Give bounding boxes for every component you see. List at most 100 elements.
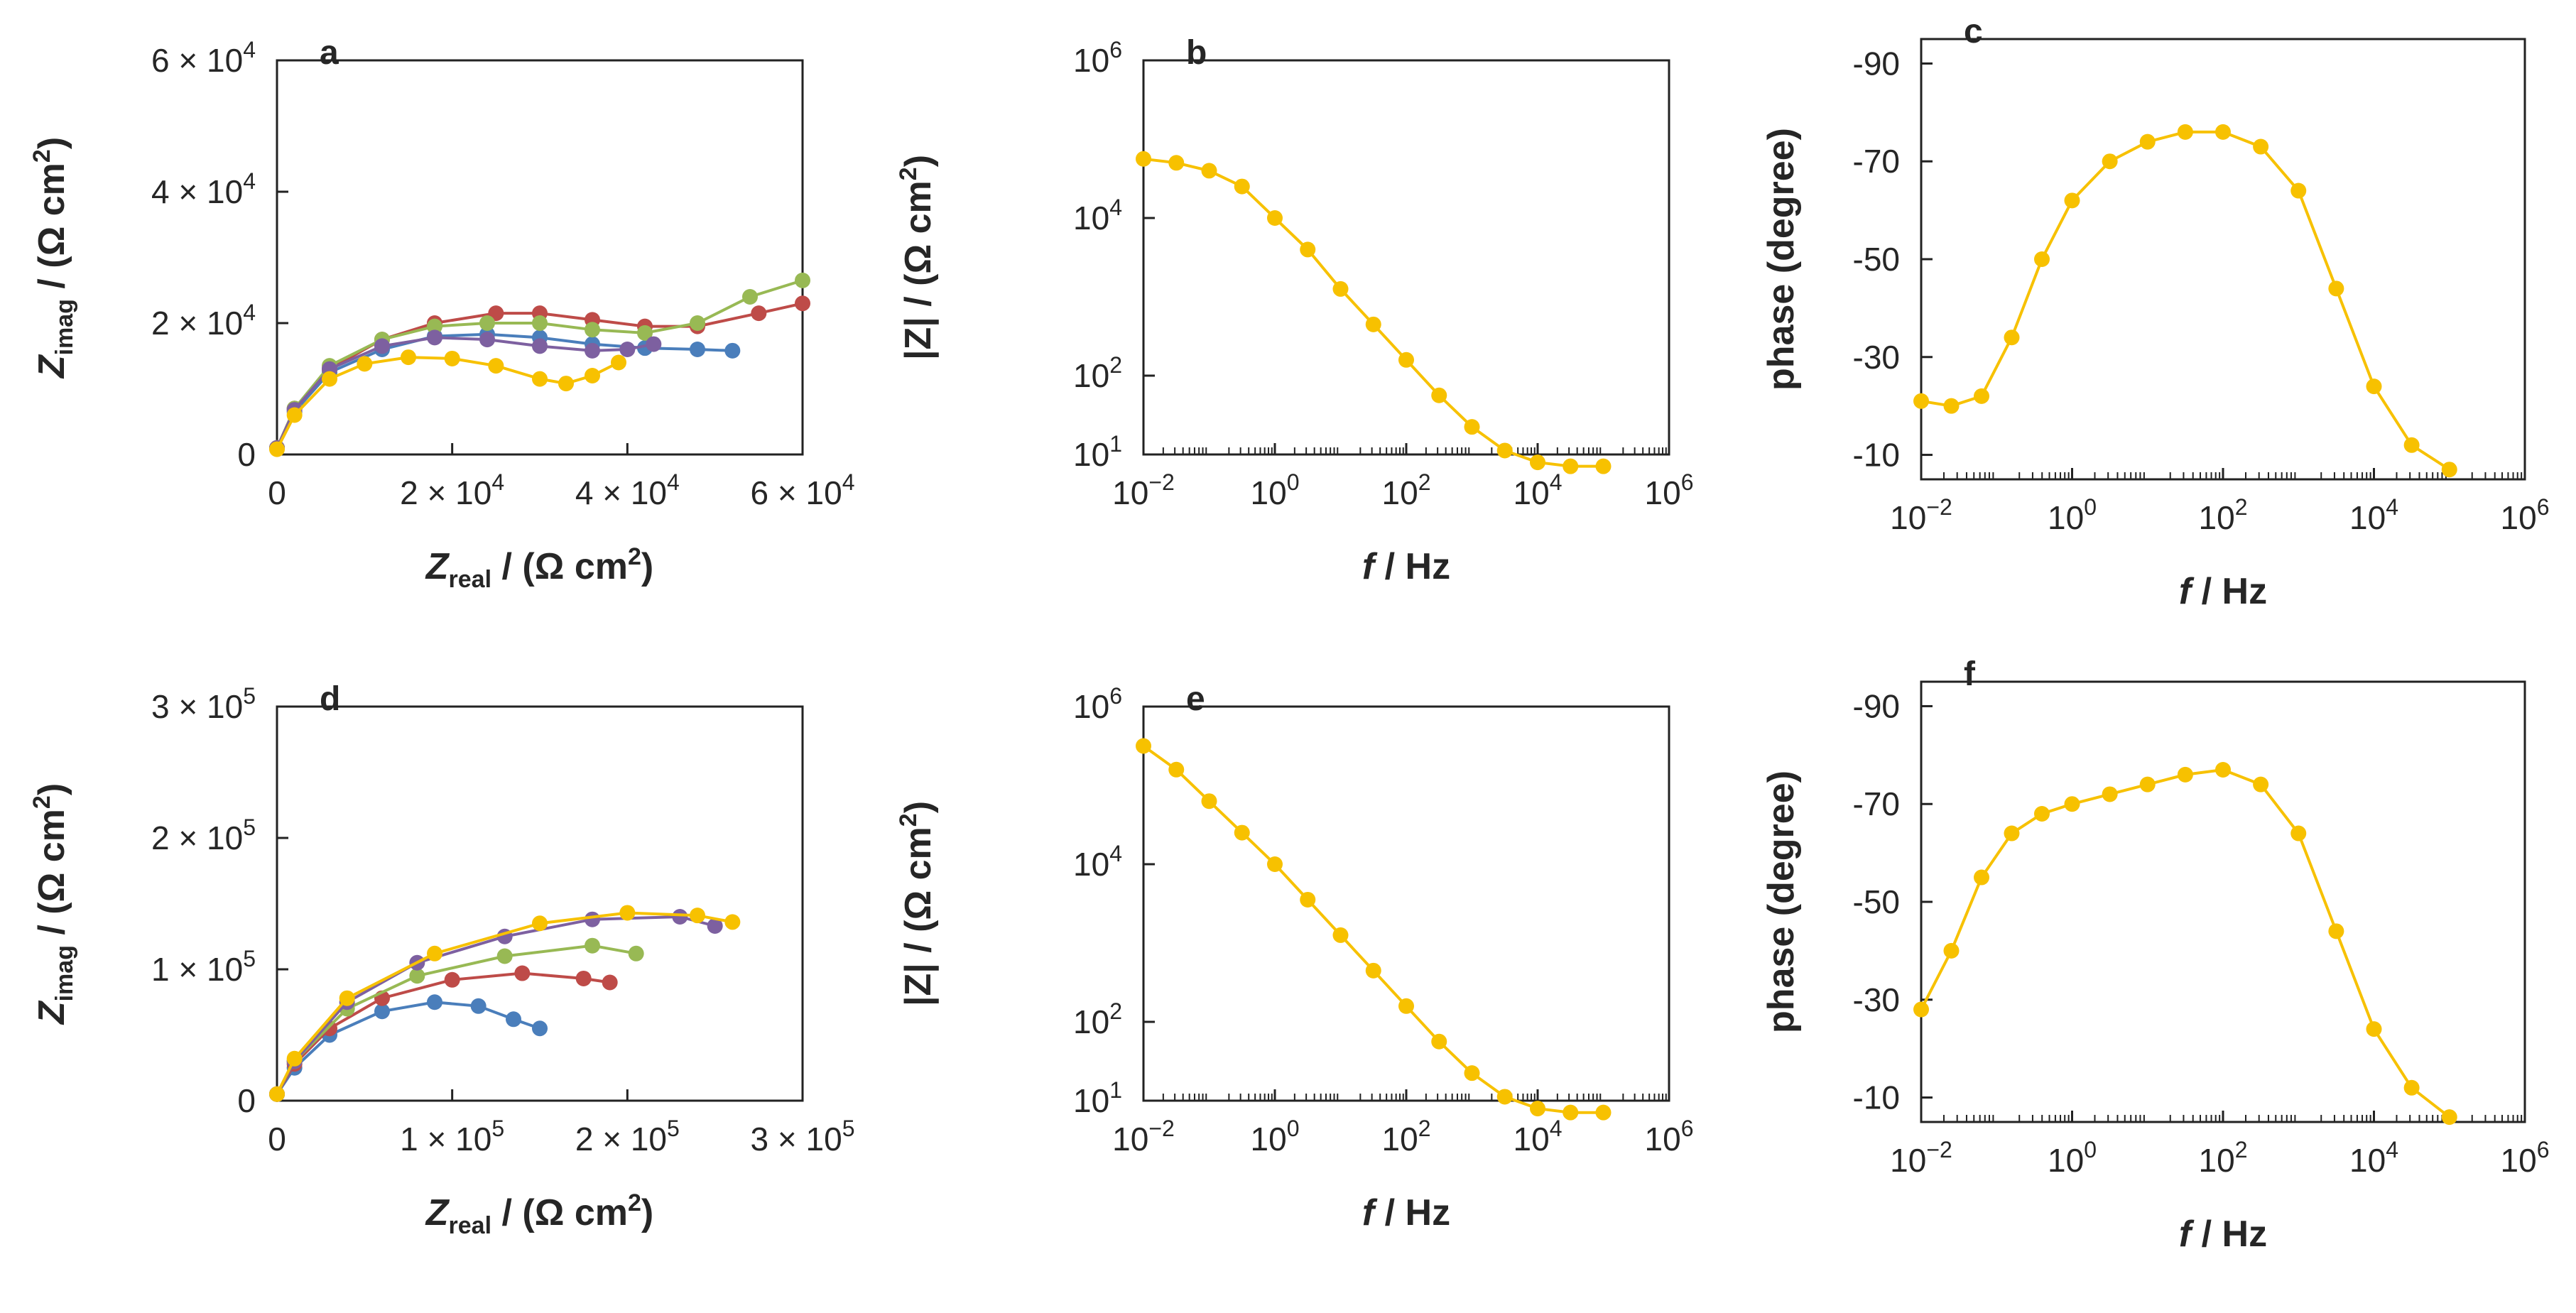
series-line bbox=[276, 1001, 540, 1095]
series-yellow bbox=[269, 349, 626, 457]
data-point bbox=[795, 272, 810, 288]
data-point bbox=[2139, 776, 2156, 792]
x-tick-label: 6 × 104 bbox=[751, 469, 855, 511]
y-tick-text: 10 bbox=[1073, 436, 1109, 473]
y-tick-text: 3 × 10 bbox=[151, 688, 243, 725]
y-tick-label: 101 bbox=[1073, 1077, 1122, 1119]
data-point bbox=[611, 354, 626, 371]
y-tick-text: 1 × 10 bbox=[151, 951, 243, 988]
y-tick-exp: 2 bbox=[1109, 352, 1122, 378]
data-point bbox=[1913, 1001, 1929, 1018]
series-line bbox=[276, 915, 716, 1095]
x-tick-text: 10 bbox=[1382, 1121, 1418, 1157]
data-point bbox=[690, 315, 705, 331]
y-tick-label: 0 bbox=[237, 436, 256, 473]
data-point bbox=[2328, 923, 2344, 939]
data-point bbox=[2139, 134, 2156, 150]
y-tick-label: -50 bbox=[1853, 883, 1900, 920]
y-tick-label: 0 bbox=[237, 1082, 256, 1119]
y-tick-label: 106 bbox=[1073, 37, 1122, 79]
x-tick-text: 2 × 10 bbox=[400, 474, 491, 511]
x-tick-label: 104 bbox=[1513, 1116, 1563, 1157]
data-point bbox=[1300, 891, 1316, 908]
data-point bbox=[2290, 825, 2307, 841]
x-tick-label: 100 bbox=[1251, 1116, 1300, 1157]
y-tick-text: 2 × 10 bbox=[151, 819, 243, 856]
x-tick-exp: 4 bbox=[1550, 1116, 1563, 1141]
data-point bbox=[585, 911, 600, 927]
data-point bbox=[1974, 869, 1989, 886]
data-point bbox=[1595, 458, 1612, 474]
data-point bbox=[2064, 192, 2080, 209]
x-tick-text: 6 × 10 bbox=[751, 474, 842, 511]
y-tick-label: 2 × 105 bbox=[151, 815, 256, 856]
y-tick-label: -70 bbox=[1853, 785, 1900, 822]
data-point bbox=[2177, 766, 2193, 783]
x-axis-label: f / Hz bbox=[1362, 1192, 1450, 1233]
y-tick-label: -90 bbox=[1853, 687, 1900, 724]
y-tick-label: -10 bbox=[1853, 1079, 1900, 1116]
data-point bbox=[444, 971, 460, 988]
x-tick-exp: 6 bbox=[1681, 1116, 1694, 1141]
x-tick-exp: 0 bbox=[2084, 494, 2097, 520]
x-tick-label: 106 bbox=[1645, 469, 1694, 511]
data-point bbox=[286, 407, 303, 423]
data-point bbox=[496, 948, 513, 964]
data-point bbox=[585, 322, 600, 338]
data-point bbox=[286, 1050, 303, 1067]
x-tick-label: 10−2 bbox=[1890, 494, 1952, 536]
x-tick-text: 10 bbox=[1251, 474, 1287, 511]
y-tick-label: 101 bbox=[1073, 431, 1122, 473]
data-point bbox=[724, 914, 741, 930]
data-point bbox=[506, 1011, 521, 1028]
data-point bbox=[795, 295, 810, 312]
data-point bbox=[602, 974, 618, 991]
x-tick-text: 10 bbox=[1645, 474, 1681, 511]
y-tick-text: -10 bbox=[1853, 1079, 1900, 1116]
data-point bbox=[374, 1003, 390, 1020]
x-tick-text: 10 bbox=[2048, 1142, 2084, 1179]
data-point bbox=[1332, 927, 1349, 943]
data-point bbox=[1365, 316, 1381, 332]
data-point bbox=[1300, 241, 1316, 258]
y-tick-label: 102 bbox=[1073, 998, 1122, 1040]
series-line bbox=[276, 911, 733, 1095]
y-tick-label: 104 bbox=[1073, 841, 1122, 883]
plot-frame-f bbox=[1920, 680, 2526, 1123]
data-point bbox=[1431, 387, 1447, 403]
x-axis-label: f / Hz bbox=[2179, 1214, 2267, 1255]
x-tick-text: 10 bbox=[1251, 1121, 1287, 1157]
data-point bbox=[1332, 280, 1349, 297]
y-tick-label: -90 bbox=[1853, 45, 1900, 82]
y-tick-label: 6 × 104 bbox=[151, 37, 256, 79]
y-axis-label: phase (degree) bbox=[1761, 770, 1802, 1033]
x-tick-text: 10 bbox=[2349, 499, 2386, 536]
y-axis-label: Zimag / (Ω cm2) bbox=[28, 783, 78, 1025]
series-yellow bbox=[269, 905, 741, 1102]
data-point bbox=[2366, 1021, 2382, 1037]
data-point bbox=[409, 968, 425, 984]
series-line bbox=[276, 332, 733, 449]
x-tick-text: 2 × 10 bbox=[575, 1121, 667, 1157]
x-axis-label: f / Hz bbox=[1362, 546, 1450, 587]
y-tick-label: 104 bbox=[1073, 195, 1122, 236]
x-tick-label: 2 × 104 bbox=[400, 469, 504, 511]
data-point bbox=[1563, 1104, 1579, 1121]
series-blue bbox=[269, 326, 741, 456]
data-point bbox=[2366, 378, 2382, 395]
data-point bbox=[444, 350, 460, 366]
x-tick-text: 10 bbox=[1890, 499, 1926, 536]
data-point bbox=[2215, 762, 2231, 778]
x-tick-exp: 5 bbox=[667, 1116, 680, 1141]
data-point bbox=[2441, 462, 2457, 478]
y-tick-label: -50 bbox=[1853, 241, 1900, 278]
x-tick-exp: 0 bbox=[1287, 469, 1300, 495]
y-tick-exp: 1 bbox=[1109, 431, 1122, 457]
x-tick-label: 106 bbox=[2501, 1137, 2550, 1179]
data-point bbox=[619, 905, 636, 921]
data-point bbox=[1136, 151, 1151, 167]
data-point bbox=[2177, 124, 2193, 140]
